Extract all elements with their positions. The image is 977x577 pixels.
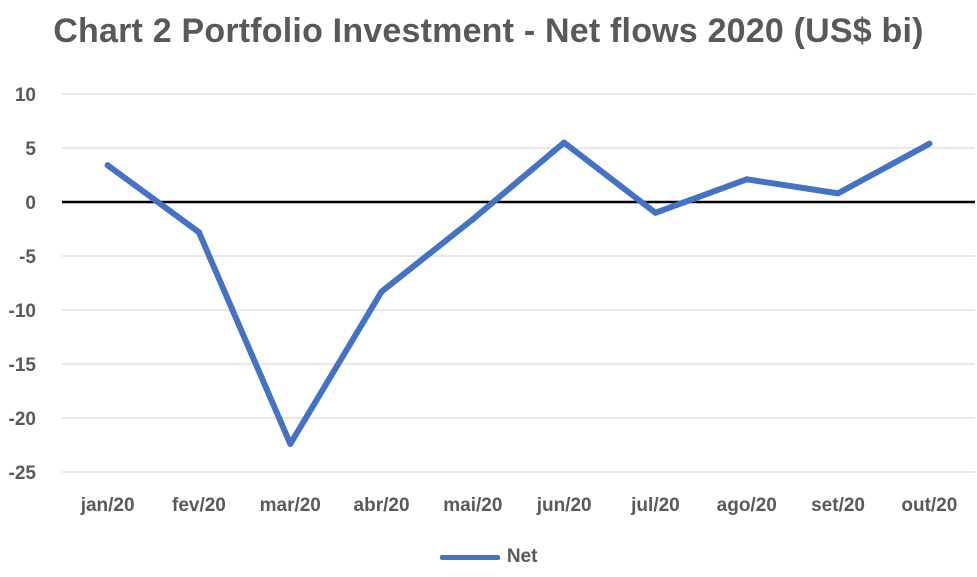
y-tick-label: -5 bbox=[19, 247, 36, 268]
x-tick-label: mai/20 bbox=[443, 495, 502, 516]
data-point bbox=[469, 216, 476, 223]
x-tick-label: set/20 bbox=[811, 495, 865, 516]
x-tick-label: fev/20 bbox=[172, 495, 226, 516]
x-tick-label: jan/20 bbox=[80, 495, 135, 516]
y-tick-label: 0 bbox=[25, 193, 36, 214]
y-tick-label: -10 bbox=[9, 301, 36, 322]
x-tick-label: jun/20 bbox=[536, 495, 592, 516]
data-point bbox=[835, 190, 842, 197]
data-point bbox=[195, 229, 202, 236]
x-tick-label: out/20 bbox=[901, 495, 957, 516]
chart-title: Chart 2 Portfolio Investment - Net flows… bbox=[53, 12, 924, 50]
data-point bbox=[743, 176, 750, 183]
x-tick-label: mar/20 bbox=[260, 495, 321, 516]
series-line-net bbox=[104, 139, 933, 447]
legend: Net bbox=[0, 546, 977, 568]
data-point bbox=[561, 139, 568, 146]
y-tick-label: 5 bbox=[25, 139, 36, 160]
y-tick-label: 10 bbox=[15, 85, 36, 106]
legend-swatch-net bbox=[439, 554, 500, 560]
x-tick-label: abr/20 bbox=[354, 495, 410, 516]
x-tick-label: jul/20 bbox=[630, 495, 680, 516]
data-point bbox=[378, 288, 385, 295]
data-point bbox=[652, 209, 659, 216]
data-point bbox=[104, 162, 111, 169]
x-tick-label: ago/20 bbox=[717, 495, 777, 516]
legend-label-net: Net bbox=[506, 546, 538, 567]
y-tick-label: -25 bbox=[9, 463, 37, 484]
data-point bbox=[287, 440, 294, 447]
data-point bbox=[926, 140, 933, 147]
y-tick-label: -20 bbox=[9, 409, 36, 430]
y-tick-label: -15 bbox=[9, 355, 37, 376]
